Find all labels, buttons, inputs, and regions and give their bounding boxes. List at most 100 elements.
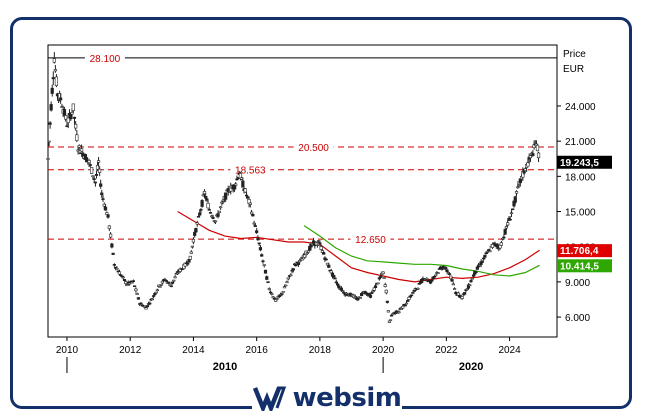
candle-body <box>115 267 119 270</box>
candle-body <box>275 298 279 300</box>
x-tick-label: 2014 <box>182 345 205 356</box>
level-label: 12.650 <box>355 235 386 246</box>
candle-body <box>508 218 512 221</box>
candle-body <box>468 284 472 287</box>
candle-body <box>416 287 420 290</box>
y-tick-label: 9.000 <box>565 278 590 289</box>
candle-body <box>436 272 440 274</box>
moving-average-line <box>177 210 540 283</box>
candle-body <box>285 281 289 284</box>
candle-body <box>260 254 264 257</box>
candle-body <box>332 275 336 278</box>
candle-body <box>261 260 265 263</box>
candle-body <box>150 298 154 301</box>
candle-body <box>122 279 127 282</box>
candle-body <box>79 148 84 152</box>
candle-body <box>133 285 137 288</box>
price-badge-label: 19.243,5 <box>560 158 599 169</box>
candle-body <box>131 280 135 282</box>
candle-body <box>206 202 210 209</box>
candle-body <box>211 216 215 219</box>
level-label: 28.100 <box>90 54 121 65</box>
candle-body <box>281 291 285 293</box>
candle-body <box>103 206 108 211</box>
x-group-label: 2020 <box>459 361 483 373</box>
x-tick-label: 2016 <box>246 345 269 356</box>
x-tick-label: 2010 <box>56 345 79 356</box>
websim-logo: websim <box>252 382 402 414</box>
candle-body <box>526 162 530 167</box>
candle-body <box>135 293 139 296</box>
x-tick-label: 2020 <box>372 345 395 356</box>
candle-body <box>194 227 198 233</box>
candle-body <box>164 279 168 282</box>
candle-body <box>205 198 209 201</box>
candle-body <box>77 145 81 148</box>
candle-body <box>127 282 132 285</box>
candle-body <box>187 259 191 263</box>
candle-body <box>286 277 290 280</box>
candle-body <box>139 302 143 305</box>
candle-body <box>148 302 152 305</box>
candle-body <box>327 264 331 268</box>
candle-body <box>70 112 74 115</box>
candle-body <box>381 271 385 275</box>
y-tick-label: 6.000 <box>565 313 590 324</box>
candle-body <box>447 273 452 275</box>
candle-body <box>403 304 407 307</box>
candle-body <box>72 116 77 119</box>
candle-body <box>136 297 141 300</box>
candle-body <box>531 153 535 156</box>
candle-body <box>411 292 415 294</box>
candle-body <box>94 174 99 176</box>
candle-body <box>251 213 255 217</box>
candle-body <box>219 206 223 209</box>
candle-body <box>199 208 203 211</box>
candle-body <box>47 140 51 143</box>
candle-body <box>255 230 259 233</box>
candle-body <box>358 297 362 299</box>
candle-body <box>460 296 464 299</box>
candle-body <box>110 243 114 248</box>
candle-body <box>294 264 298 267</box>
candle-body <box>258 247 263 251</box>
candle-body <box>244 194 249 197</box>
price-badge <box>557 155 612 169</box>
candle-body <box>87 160 91 163</box>
plot-area <box>47 44 558 338</box>
candle-body <box>318 242 322 245</box>
candle-body <box>101 198 105 200</box>
candle-body <box>514 191 519 194</box>
candle-body <box>360 293 364 297</box>
candle-body <box>134 288 138 292</box>
candle-body <box>90 167 94 174</box>
candle-body <box>71 103 75 111</box>
candle-body <box>291 268 295 271</box>
level-label-bg <box>350 233 391 246</box>
candle-body <box>389 314 394 317</box>
candle-body <box>324 258 328 261</box>
candle-body <box>282 286 287 289</box>
candle-body <box>356 297 360 301</box>
candle-body <box>409 294 414 297</box>
candle-body <box>88 164 92 166</box>
candle-body <box>485 251 490 253</box>
candle-body <box>373 285 378 289</box>
candle-body <box>108 233 113 238</box>
candle-body <box>452 288 457 290</box>
candle-body <box>155 289 159 292</box>
candle-body <box>319 246 323 250</box>
level-label: 18.563 <box>235 166 266 177</box>
candle-body <box>504 226 509 229</box>
candle-body <box>130 281 134 284</box>
candle-body <box>144 307 148 310</box>
candle-body <box>208 212 213 214</box>
candle-body <box>224 192 228 200</box>
candle-body <box>172 279 176 282</box>
candle-body <box>387 320 392 323</box>
candle-body <box>189 251 193 254</box>
candle-body <box>207 209 211 211</box>
candle-body <box>188 255 192 260</box>
level-label-bg <box>293 141 334 154</box>
